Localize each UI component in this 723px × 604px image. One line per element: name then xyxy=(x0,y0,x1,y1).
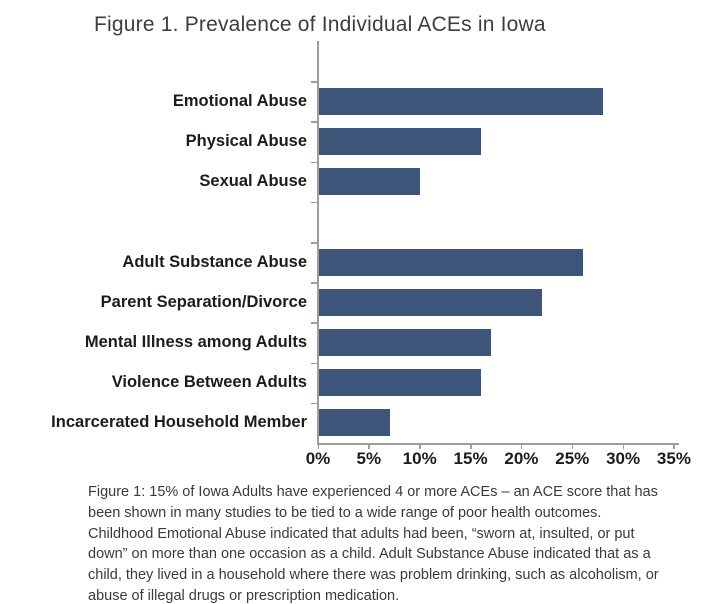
x-axis-tick xyxy=(419,443,421,449)
x-axis-tick-label: 5% xyxy=(356,449,382,468)
chart-title: Figure 1. Prevalence of Individual ACEs … xyxy=(94,13,546,36)
x-axis-tick-label: 25% xyxy=(555,449,590,468)
y-axis-tick xyxy=(311,282,317,284)
x-axis-tick xyxy=(673,443,675,449)
x-axis-tick-label: 35% xyxy=(656,449,691,468)
bar xyxy=(318,87,604,115)
y-axis-tick xyxy=(311,201,317,204)
x-axis-line xyxy=(317,443,679,445)
y-axis-tick xyxy=(311,322,317,324)
x-axis-tick xyxy=(317,443,319,449)
y-axis-tick xyxy=(311,121,317,123)
category-label: Sexual Abuse xyxy=(199,172,307,191)
bar xyxy=(318,369,482,397)
x-axis-tick-label: 20% xyxy=(504,449,539,468)
x-axis-tick-label: 10% xyxy=(402,449,437,468)
category-label: Adult Substance Abuse xyxy=(122,252,307,271)
x-axis-tick-label: 0% xyxy=(305,449,331,468)
bar xyxy=(318,128,482,155)
y-axis-tick xyxy=(311,242,317,244)
x-axis-tick xyxy=(368,443,370,449)
y-axis-tick xyxy=(311,161,317,164)
x-axis-tick xyxy=(520,443,523,449)
x-axis-tick-label: 30% xyxy=(606,449,641,468)
bar xyxy=(318,329,492,356)
category-label: Mental Illness among Adults xyxy=(84,333,307,351)
category-label: Incarcerated Household Member xyxy=(51,413,307,432)
y-axis-tick xyxy=(311,362,317,365)
category-label: Emotional Abuse xyxy=(172,91,307,110)
bar xyxy=(318,248,583,276)
y-axis-tick xyxy=(311,402,317,405)
category-label: Physical Abuse xyxy=(185,132,307,150)
category-label: Parent Separation/Divorce xyxy=(100,292,307,311)
bar xyxy=(318,288,543,316)
x-axis-tick-label: 15% xyxy=(453,449,488,468)
x-axis-tick xyxy=(622,443,625,449)
y-axis-line xyxy=(317,41,319,443)
y-axis-tick xyxy=(311,81,317,83)
category-label: Violence Between Adults xyxy=(111,373,307,392)
x-axis-tick xyxy=(470,443,472,449)
bar xyxy=(318,409,390,437)
figure-caption: Figure 1: 15% of Iowa Adults have experi… xyxy=(88,484,659,604)
bar xyxy=(318,168,421,196)
x-axis-tick xyxy=(571,443,574,449)
